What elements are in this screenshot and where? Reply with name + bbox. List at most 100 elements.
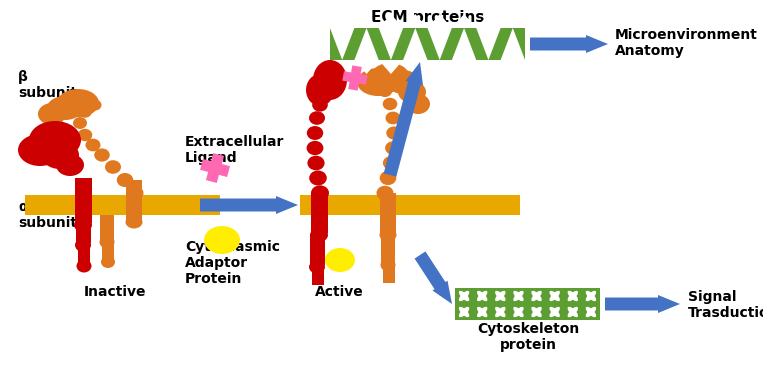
Ellipse shape: [312, 98, 328, 112]
Ellipse shape: [371, 63, 409, 89]
Polygon shape: [330, 60, 354, 74]
Ellipse shape: [204, 226, 240, 254]
Text: Signal
Trasduction: Signal Trasduction: [688, 290, 763, 320]
Text: ECM proteins: ECM proteins: [372, 10, 485, 25]
Ellipse shape: [459, 307, 469, 317]
Ellipse shape: [459, 291, 469, 301]
Polygon shape: [343, 65, 368, 91]
Bar: [102, 242, 114, 260]
Ellipse shape: [78, 129, 92, 141]
Ellipse shape: [324, 77, 340, 89]
Ellipse shape: [477, 307, 488, 317]
Ellipse shape: [568, 307, 578, 317]
Ellipse shape: [380, 171, 396, 185]
Ellipse shape: [311, 185, 329, 201]
Ellipse shape: [73, 117, 87, 129]
Bar: [381, 235, 395, 263]
Ellipse shape: [513, 307, 523, 317]
Bar: [383, 265, 395, 283]
Text: Cytoplasmic
Adaptor
Protein: Cytoplasmic Adaptor Protein: [185, 240, 280, 286]
Ellipse shape: [383, 98, 398, 110]
Ellipse shape: [317, 86, 333, 99]
Ellipse shape: [495, 307, 506, 317]
Polygon shape: [501, 14, 525, 28]
Ellipse shape: [385, 112, 401, 124]
FancyArrow shape: [605, 295, 680, 313]
Ellipse shape: [29, 121, 81, 159]
Ellipse shape: [495, 291, 506, 301]
Ellipse shape: [531, 291, 542, 301]
Text: α
subunit: α subunit: [18, 200, 77, 230]
Ellipse shape: [307, 126, 324, 140]
Polygon shape: [354, 60, 378, 74]
Ellipse shape: [406, 94, 430, 114]
Polygon shape: [501, 60, 525, 74]
Bar: [126, 180, 142, 220]
Polygon shape: [403, 14, 427, 28]
Ellipse shape: [309, 111, 325, 125]
Bar: [76, 215, 91, 243]
FancyArrow shape: [414, 252, 452, 304]
Bar: [78, 246, 90, 264]
Polygon shape: [452, 60, 476, 74]
Bar: [100, 215, 114, 240]
Polygon shape: [354, 28, 378, 60]
Polygon shape: [452, 14, 476, 28]
Polygon shape: [427, 28, 452, 60]
Ellipse shape: [310, 228, 328, 242]
Bar: [455, 288, 600, 320]
Text: Active: Active: [315, 285, 364, 299]
Polygon shape: [501, 28, 525, 60]
Ellipse shape: [325, 248, 355, 272]
Polygon shape: [427, 60, 452, 74]
Ellipse shape: [495, 307, 506, 317]
Ellipse shape: [76, 260, 92, 273]
Ellipse shape: [383, 156, 399, 170]
Bar: [330, 28, 525, 60]
Text: β
subunit: β subunit: [18, 70, 77, 100]
Ellipse shape: [513, 291, 523, 301]
Text: Inactive: Inactive: [84, 285, 146, 299]
Ellipse shape: [309, 260, 325, 273]
Ellipse shape: [398, 81, 426, 103]
Ellipse shape: [313, 60, 347, 100]
Ellipse shape: [387, 70, 419, 94]
Ellipse shape: [586, 291, 596, 301]
Ellipse shape: [95, 148, 110, 162]
Ellipse shape: [385, 141, 401, 155]
Ellipse shape: [477, 307, 488, 317]
Ellipse shape: [378, 85, 392, 97]
Ellipse shape: [309, 170, 327, 185]
Ellipse shape: [117, 173, 134, 187]
Ellipse shape: [513, 291, 523, 301]
Ellipse shape: [568, 291, 578, 301]
Polygon shape: [378, 60, 403, 74]
Bar: [312, 267, 324, 285]
Ellipse shape: [531, 291, 542, 301]
Polygon shape: [452, 28, 476, 60]
Ellipse shape: [586, 291, 596, 301]
FancyArrow shape: [384, 62, 423, 177]
Polygon shape: [354, 14, 378, 28]
Ellipse shape: [75, 238, 91, 252]
Ellipse shape: [495, 291, 506, 301]
FancyArrow shape: [200, 196, 298, 214]
Ellipse shape: [568, 307, 578, 317]
Ellipse shape: [459, 307, 469, 317]
Ellipse shape: [459, 291, 469, 301]
Ellipse shape: [549, 291, 560, 301]
Ellipse shape: [357, 68, 399, 96]
Bar: [310, 235, 325, 265]
Ellipse shape: [549, 307, 560, 317]
Ellipse shape: [386, 126, 401, 139]
Ellipse shape: [381, 258, 395, 271]
Ellipse shape: [586, 307, 596, 317]
Text: Microenvironment
Anatomy: Microenvironment Anatomy: [615, 28, 758, 58]
Ellipse shape: [379, 228, 397, 242]
Ellipse shape: [127, 186, 143, 200]
Ellipse shape: [307, 141, 324, 155]
Polygon shape: [476, 60, 501, 74]
Polygon shape: [476, 14, 501, 28]
Ellipse shape: [376, 186, 394, 200]
Ellipse shape: [531, 307, 542, 317]
